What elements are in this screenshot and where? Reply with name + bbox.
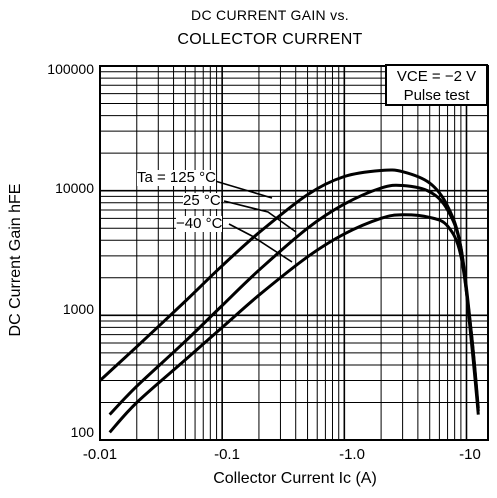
series-pointer-0 xyxy=(204,177,273,199)
series-label-minus40c: −40 °C xyxy=(176,215,223,232)
chart-subtitle: COLLECTOR CURRENT xyxy=(177,31,363,48)
condition-pulse: Pulse test xyxy=(403,87,470,104)
y-tick-label: 100 xyxy=(70,424,94,440)
plot-frame xyxy=(99,65,489,441)
series-label-125c: Ta = 125 °C xyxy=(137,169,216,186)
y-tick-label: 10000 xyxy=(55,180,94,196)
series-curve-1 xyxy=(108,183,480,416)
x-tick-label: -1.0 xyxy=(339,446,365,463)
series-curve-0 xyxy=(98,168,480,415)
chart-title: DC CURRENT GAIN vs. xyxy=(191,7,349,23)
x-tick-label: -10 xyxy=(459,446,481,463)
y-tick-label: 100000 xyxy=(47,61,94,77)
data-curves xyxy=(98,168,480,434)
y-axis-label: DC Current Gain hFE xyxy=(7,183,24,337)
y-axis-label-wrap: DC Current Gain hFE xyxy=(2,80,30,440)
series-label-25c: 25 °C xyxy=(183,192,221,209)
y-tick-label: 1000 xyxy=(62,301,94,317)
test-conditions-box: VCE = −2 V Pulse test xyxy=(385,64,488,106)
condition-vce: VCE = −2 V xyxy=(396,68,477,85)
series-pointer-2 xyxy=(228,223,293,263)
series-curve-2 xyxy=(108,213,480,434)
series-pointer-1 xyxy=(223,200,297,233)
label-pointers xyxy=(204,177,297,263)
x-tick-label: -0.1 xyxy=(214,446,240,463)
x-tick-label: -0.01 xyxy=(82,446,118,463)
x-axis-label: Collector Current Ic (A) xyxy=(213,470,377,487)
